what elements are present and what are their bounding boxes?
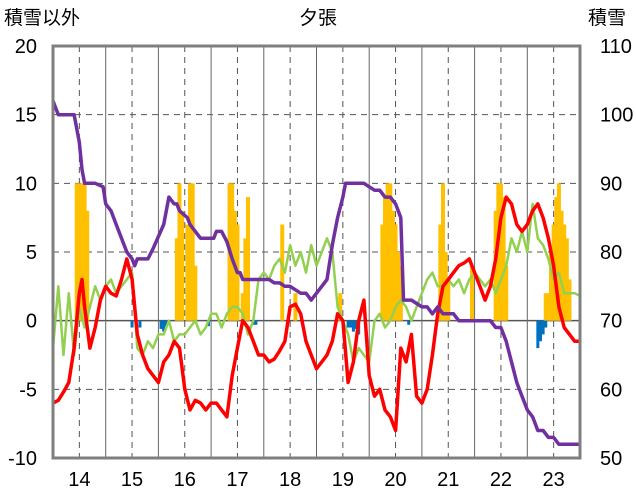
- orange-bar-27: [393, 224, 398, 321]
- y-left-tick-1: 15: [15, 105, 37, 127]
- y-left-tick-2: 10: [15, 173, 37, 195]
- orange-bar-42: [549, 252, 554, 321]
- y-right-tick-6: 50: [600, 448, 622, 470]
- y-right-tick-5: 60: [600, 379, 622, 401]
- y-left-tick-4: 0: [26, 311, 37, 333]
- blue-bar-4: [164, 320, 168, 327]
- left-axis-label: 積雪以外: [4, 7, 80, 29]
- blue-bar-8: [346, 320, 350, 328]
- y-left-tick-6: -10: [8, 448, 37, 470]
- line-layer: [51, 100, 581, 447]
- purple-series-line: [51, 100, 580, 447]
- y-left-tick-0: 20: [15, 36, 37, 58]
- right-axis-label: 積雪: [588, 7, 626, 29]
- x-tick-0: 14: [68, 469, 90, 491]
- orange-bar-29: [398, 265, 403, 321]
- orange-bar-47: [562, 224, 567, 321]
- orange-bar-6: [177, 183, 182, 321]
- orange-bar-33: [446, 279, 451, 321]
- blue-bar-15: [538, 320, 542, 342]
- x-tick-2: 16: [174, 469, 196, 491]
- orange-bar-46: [559, 210, 564, 321]
- orange-bar-21: [338, 293, 343, 321]
- orange-bar-4: [85, 210, 90, 321]
- y-left-tick-5: -5: [19, 379, 37, 401]
- orange-bar-39: [504, 265, 509, 321]
- orange-bar-1: [77, 183, 82, 321]
- blue-bar-14: [536, 320, 540, 349]
- orange-bar-22: [380, 224, 385, 321]
- x-tick-7: 21: [437, 469, 459, 491]
- orange-bar-49: [567, 279, 572, 321]
- blue-bar-1: [138, 320, 142, 328]
- blue-bar-17: [544, 320, 548, 328]
- orange-bar-19: [280, 224, 285, 321]
- x-tick-4: 18: [279, 469, 301, 491]
- blue-bar-2: [159, 320, 163, 329]
- y-left-tick-3: 5: [26, 242, 37, 264]
- blue-bar-7: [254, 320, 258, 325]
- chart-title: 夕張: [299, 7, 337, 29]
- orange-bar-8: [185, 224, 190, 321]
- orange-bar-25: [388, 183, 393, 321]
- orange-bar-13: [230, 183, 235, 321]
- orange-bar-9: [188, 183, 193, 321]
- orange-bar-41: [546, 293, 551, 321]
- red-series-line: [52, 195, 580, 433]
- blue-bar-10: [351, 320, 355, 332]
- y-right-tick-2: 90: [600, 173, 622, 195]
- orange-bar-7: [180, 210, 185, 321]
- blue-bar-11: [354, 320, 358, 329]
- orange-bar-37: [498, 183, 503, 321]
- x-tick-9: 23: [543, 469, 565, 491]
- grid-lines: [53, 46, 580, 458]
- x-tick-6: 20: [384, 469, 406, 491]
- blue-bar-3: [162, 320, 166, 332]
- orange-bar-34: [469, 265, 474, 321]
- orange-bar-2: [79, 183, 84, 321]
- blue-bar-0: [130, 320, 134, 328]
- blue-bar-9: [349, 320, 353, 328]
- orange-bar-38: [501, 197, 506, 321]
- orange-bar-28: [396, 252, 401, 321]
- blue-bar-13: [407, 320, 411, 325]
- orange-bar-24: [385, 183, 390, 321]
- orange-bar-10: [190, 183, 195, 321]
- orange-bar-23: [383, 197, 388, 321]
- orange-bar-32: [443, 252, 448, 321]
- plot-border: [51, 44, 582, 460]
- orange-bar-11: [193, 265, 198, 321]
- x-tick-1: 15: [121, 469, 143, 491]
- orange-bar-48: [564, 238, 569, 321]
- orange-bar-0: [74, 183, 79, 321]
- x-tick-8: 22: [490, 469, 512, 491]
- plot-frame: [51, 44, 582, 460]
- orange-bar-16: [240, 293, 245, 321]
- orange-bar-5: [174, 238, 179, 321]
- orange-bar-31: [440, 183, 445, 321]
- blue-bar-16: [541, 320, 545, 335]
- x-tick-5: 19: [332, 469, 354, 491]
- orange-bar-40: [543, 293, 548, 321]
- orange-bar-3: [82, 183, 87, 321]
- orange-bar-44: [554, 197, 559, 321]
- y-right-tick-1: 100: [600, 105, 633, 127]
- orange-bar-45: [556, 183, 561, 321]
- orange-bar-30: [438, 224, 443, 321]
- bar-layer: [74, 183, 572, 349]
- y-right-tick-4: 70: [600, 311, 622, 333]
- y-right-tick-3: 80: [600, 242, 622, 264]
- y-right-tick-0: 110: [600, 36, 632, 58]
- orange-bar-26: [390, 210, 395, 321]
- orange-bar-18: [245, 197, 250, 321]
- x-tick-3: 17: [226, 469, 248, 491]
